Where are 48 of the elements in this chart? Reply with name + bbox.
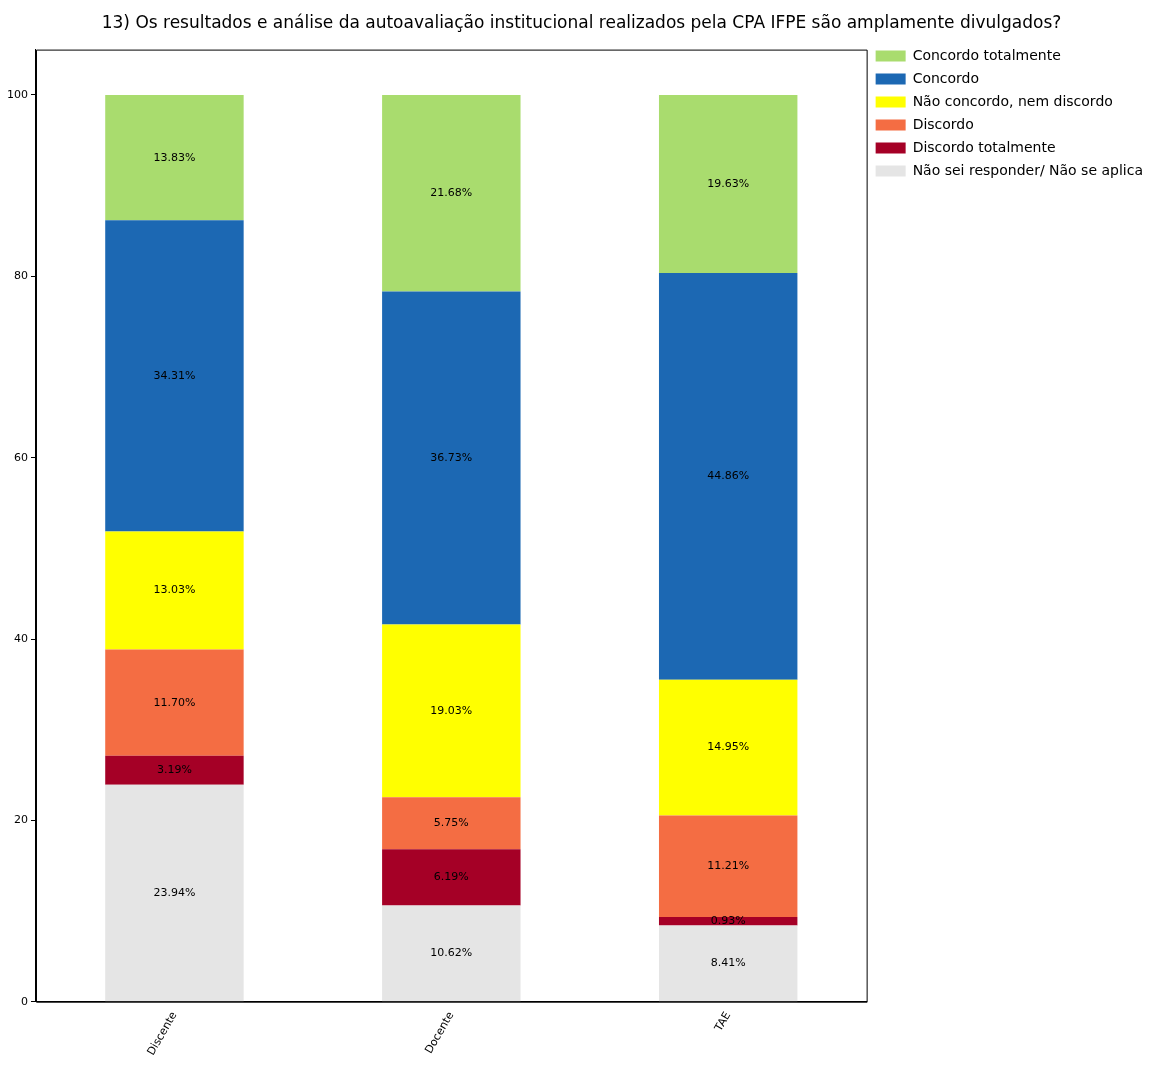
data-label: 19.03% [430,703,473,717]
data-label: 14.95% [707,740,750,754]
data-label: 36.73% [430,450,473,464]
legend-label: Concordo totalmente [912,46,1061,63]
bar [382,849,521,906]
bar [658,925,798,1002]
y-tick-label: 80 [14,269,28,283]
bar [382,624,521,798]
bar [658,815,798,918]
data-label: 19.63% [707,176,750,190]
data-label: 3.19% [156,763,192,777]
bar [105,531,244,650]
data-label: 6.19% [433,870,469,884]
data-label: 44.86% [707,469,750,483]
bar [382,94,521,292]
bar [105,649,244,756]
legend-label: Discordo [912,115,974,132]
data-label: 13.03% [153,583,196,597]
data-label: 21.68% [430,186,473,200]
data-label: 0.93% [710,914,746,928]
bar [105,94,244,221]
bar [105,755,244,785]
y-tick-label: 40 [14,631,28,645]
y-tick-label: 0 [21,994,28,1008]
data-label: 13.83% [153,150,196,164]
bar [658,679,798,816]
bar [658,273,798,680]
bar [382,291,521,625]
legend-label: Não concordo, nem discordo [912,92,1113,109]
bar [658,95,798,274]
y-tick-label: 60 [14,450,28,464]
data-label: 10.62% [430,946,473,960]
legend-label: Não sei responder/ Não se aplica [912,161,1144,178]
data-label: 11.21% [707,859,750,873]
legend-label: Discordo totalmente [912,138,1056,155]
legend-label: Concordo [912,69,980,86]
data-label: 11.70% [153,695,196,709]
chart-title: 13) Os resultados e análise da autoavaliação institucional realizados pela CPA IFPE são amplamente divulgados? [100,11,1063,34]
bar [382,905,521,1002]
data-label: 8.41% [710,956,746,970]
bar [105,220,244,532]
bar [105,784,244,1002]
y-tick-label: 20 [14,813,28,827]
bar [382,797,521,850]
y-tick-label: 100 [7,87,28,101]
data-label: 23.94% [153,885,196,899]
data-label: 34.31% [153,368,196,382]
data-label: 5.75% [433,816,469,830]
